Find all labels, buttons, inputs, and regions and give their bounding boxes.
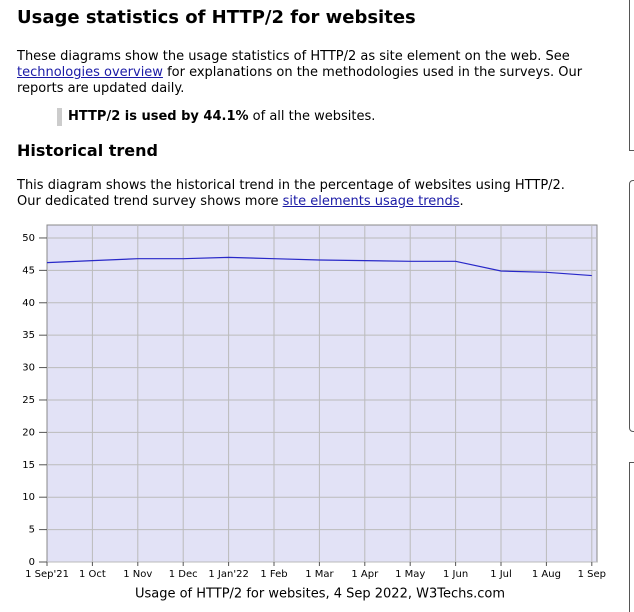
page-title: Usage statistics of HTTP/2 for websites [17,7,416,28]
y-tick-label: 0 [29,557,35,568]
text: These diagrams show the usage statistics… [17,49,570,64]
x-tick-label: 1 Oct [79,569,106,580]
text: for explanations on the methodologies us… [17,65,583,96]
highlight-bold: HTTP/2 is used by 44.1% [68,109,249,124]
trend-text: This diagram shows the historical trend … [17,178,597,210]
x-tick-label: 1 May [395,569,425,580]
data-line [46,256,592,277]
x-tick-label: 1 Sep'21 [25,569,69,580]
x-tick-label: 1 Dec [169,569,198,580]
x-tick-label: 1 Nov [123,569,152,580]
side-box [629,180,634,432]
x-tick-label: 1 Apr [351,569,379,580]
y-tick-label: 20 [22,427,35,438]
chart-caption: Usage of HTTP/2 for websites, 4 Sep 2022… [135,587,505,602]
y-tick-label: 15 [22,460,35,471]
x-tick-label: 1 Aug [532,569,561,580]
y-tick-label: 5 [29,525,35,536]
y-tick-label: 50 [22,233,35,244]
x-tick-label: 1 Jul [490,569,512,580]
link[interactable]: site elements usage trends [282,194,460,209]
y-tick-label: 45 [22,265,35,276]
intro: These diagrams show the usage statistics… [17,49,597,97]
x-tick-label: 1 Jan'22 [208,569,248,580]
side-box [629,0,634,151]
y-tick-label: 30 [22,363,35,374]
text: . [459,194,464,209]
side-box [629,462,634,612]
highlight: HTTP/2 is used by 44.1% of all the websi… [57,108,375,126]
y-tick-label: 10 [22,492,35,503]
plot-area [46,224,598,563]
highlight-rest: of all the websites. [248,109,376,124]
x-tick-label: 1 Sep [578,569,606,580]
y-tick-label: 35 [22,330,35,341]
y-tick-label: 40 [22,298,35,309]
section-title: Historical trend [17,141,158,160]
x-tick-label: 1 Jun [443,569,468,580]
link[interactable]: technologies overview [17,65,163,80]
y-tick-label: 25 [22,395,35,406]
text: Our dedicated trend survey shows more [17,194,283,209]
text: This diagram shows the historical trend … [17,178,565,193]
x-tick-label: 1 Mar [305,569,334,580]
x-tick-label: 1 Feb [260,569,287,580]
